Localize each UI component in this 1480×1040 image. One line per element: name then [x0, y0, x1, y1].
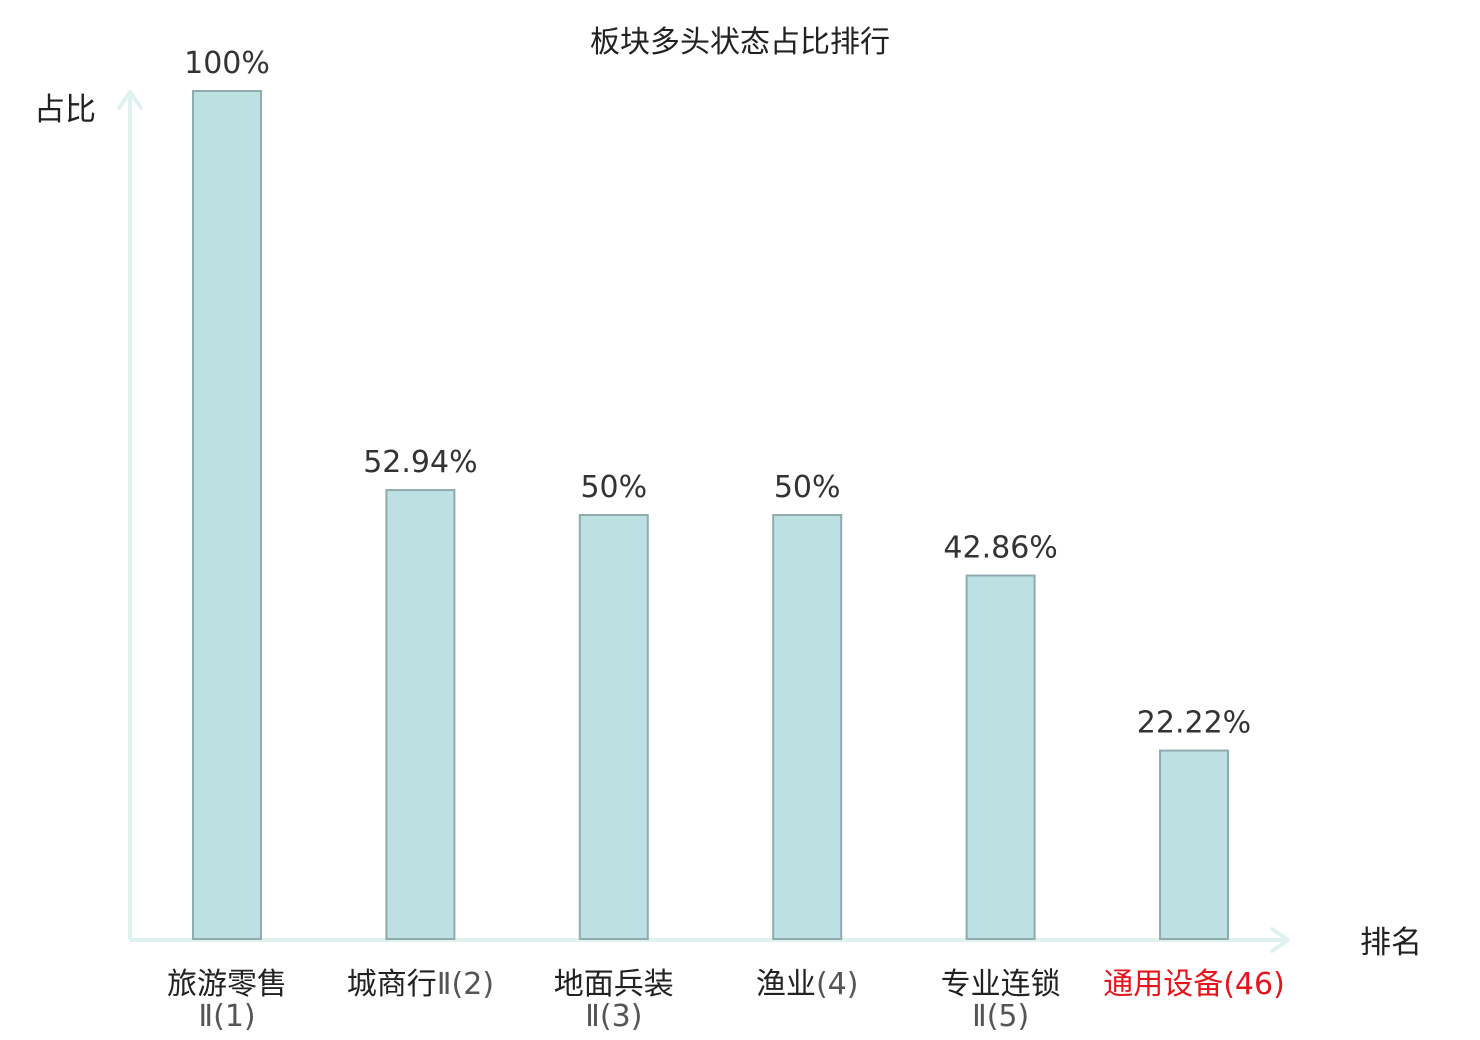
category-label-4: 渔业(4) [756, 967, 859, 1002]
category-label-5: 专业连锁 Ⅱ(5) [941, 967, 1061, 1034]
category-label-3: 地面兵装 Ⅱ(3) [554, 967, 674, 1034]
category-label-2: 城商行Ⅱ(2) [347, 967, 494, 1002]
chart-title: 板块多头状态占比排行 [590, 25, 890, 60]
bar-4 [772, 514, 843, 940]
bar-3 [578, 514, 649, 940]
x-axis [130, 927, 1290, 953]
bar-6 [1159, 749, 1229, 940]
bar-1 [192, 90, 262, 940]
value-label-5: 42.86% [943, 531, 1057, 566]
category-label-1: 旅游零售 Ⅱ(1) [167, 967, 287, 1034]
bar-5 [965, 574, 1036, 940]
x-axis-label: 排名 [1360, 925, 1422, 961]
value-label-2: 52.94% [363, 445, 477, 480]
value-label-6: 22.22% [1137, 706, 1251, 741]
value-label-3: 50% [580, 470, 647, 505]
bars [192, 90, 1229, 940]
value-labels: 100% 52.94% 50% 50% 42.86% 22.22% [184, 46, 1251, 741]
value-label-4: 50% [774, 470, 841, 505]
y-axis-label: 占比 [34, 92, 96, 128]
y-axis [117, 90, 143, 940]
category-labels: 旅游零售 Ⅱ(1) 城商行Ⅱ(2) 地面兵装 Ⅱ(3) 渔业(4) 专业连锁 Ⅱ(5) 通用设备… [167, 967, 1285, 1034]
bar-2 [385, 489, 456, 940]
value-label-1: 100% [184, 46, 270, 81]
category-label-6: 通用设备(46) [1103, 967, 1285, 1002]
